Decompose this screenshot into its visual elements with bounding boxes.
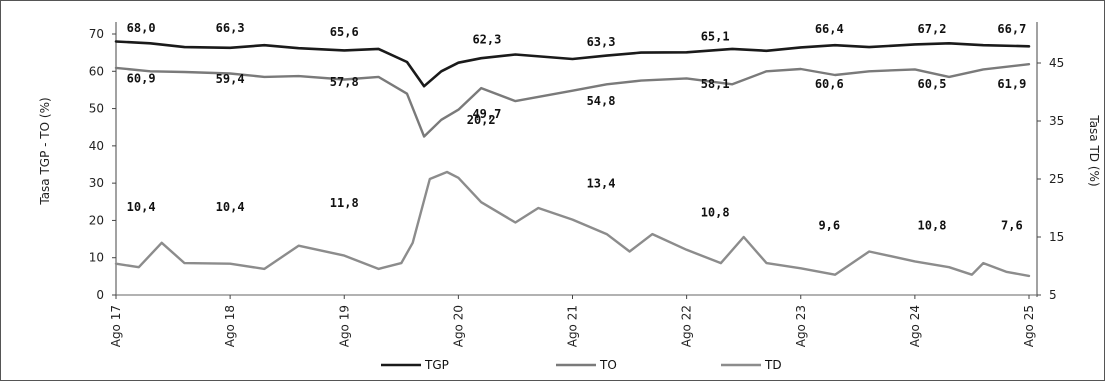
data-label-tgp: 63,3 <box>587 35 616 49</box>
data-label-td: 7,6 <box>1001 218 1023 232</box>
left-tick-label: 10 <box>89 251 104 265</box>
left-tick-label: 50 <box>89 102 104 116</box>
data-label-td: 20,2 <box>467 113 496 127</box>
legend-label-tgp: TGP <box>424 358 449 372</box>
left-tick-label: 70 <box>89 27 104 41</box>
data-label-tgp: 66,4 <box>815 22 844 36</box>
data-label-td: 13,4 <box>587 177 616 191</box>
series-lines <box>114 40 1031 278</box>
left-axis-title: Tasa TGP - TO (%) <box>38 97 52 205</box>
x-tick-label: Ago 24 <box>908 305 922 347</box>
data-label-to: 60,6 <box>815 77 844 91</box>
x-tick-label: Ago 23 <box>794 305 808 347</box>
chart-legend: TGP TO TD <box>381 358 782 372</box>
legend-label-to: TO <box>599 358 617 372</box>
data-label-td: 10,8 <box>701 206 730 220</box>
right-tick-label: 35 <box>1049 114 1064 128</box>
data-labels: 68,0 66,3 65,6 62,3 63,3 65,1 66,4 67,2 66,7 60,9… <box>127 21 1027 232</box>
data-label-to: 54,8 <box>587 94 616 108</box>
right-tick-label: 15 <box>1049 230 1064 244</box>
x-tick-label: Ago 21 <box>566 305 580 347</box>
data-label-td: 10,4 <box>127 200 156 214</box>
data-label-td: 10,4 <box>216 200 245 214</box>
right-tick-label: 5 <box>1049 288 1057 302</box>
right-axis-title: Tasa TD (%) <box>1087 114 1101 186</box>
data-label-td: 10,8 <box>918 218 947 232</box>
data-label-td: 11,8 <box>330 196 359 210</box>
data-label-tgp: 66,3 <box>216 21 245 35</box>
series-line-td <box>114 170 1031 278</box>
left-y-axis: 0 10 20 30 40 50 60 70 <box>89 22 117 302</box>
data-label-tgp: 67,2 <box>918 22 947 36</box>
data-label-to: 60,5 <box>918 77 947 91</box>
data-label-to: 59,4 <box>216 72 245 86</box>
legend-label-td: TD <box>764 358 782 372</box>
series-line-tgp <box>114 40 1031 88</box>
right-tick-label: 45 <box>1049 56 1064 70</box>
left-tick-label: 0 <box>96 288 104 302</box>
left-tick-label: 40 <box>89 139 104 153</box>
series-line-to <box>114 63 1031 138</box>
data-label-to: 61,9 <box>997 77 1026 91</box>
x-tick-label: Ago 22 <box>680 305 694 347</box>
data-label-tgp: 68,0 <box>127 21 156 35</box>
data-label-to: 60,9 <box>127 71 156 85</box>
x-tick-label: Ago 25 <box>1022 305 1036 347</box>
left-tick-label: 60 <box>89 64 104 78</box>
x-tick-label: Ago 18 <box>223 305 237 347</box>
data-label-tgp: 62,3 <box>472 32 501 46</box>
data-label-tgp: 65,1 <box>701 30 730 44</box>
data-label-to: 58,1 <box>701 77 730 91</box>
data-label-td: 9,6 <box>818 218 840 232</box>
x-axis: Ago 17 Ago 18 Ago 19 Ago 20 Ago 21 Ago 22 Ago … <box>109 294 1037 347</box>
right-y-axis: 5 15 25 35 45 <box>1036 22 1064 302</box>
x-tick-label: Ago 17 <box>109 305 123 347</box>
data-label-to: 57,8 <box>330 75 359 89</box>
data-label-tgp: 65,6 <box>330 25 359 39</box>
x-tick-label: Ago 20 <box>451 305 465 347</box>
left-tick-label: 30 <box>89 176 104 190</box>
data-label-tgp: 66,7 <box>997 22 1026 36</box>
data-label-to: 49,7 <box>472 107 501 121</box>
left-tick-label: 20 <box>89 213 104 227</box>
right-tick-label: 25 <box>1049 172 1064 186</box>
x-tick-label: Ago 19 <box>337 305 351 347</box>
